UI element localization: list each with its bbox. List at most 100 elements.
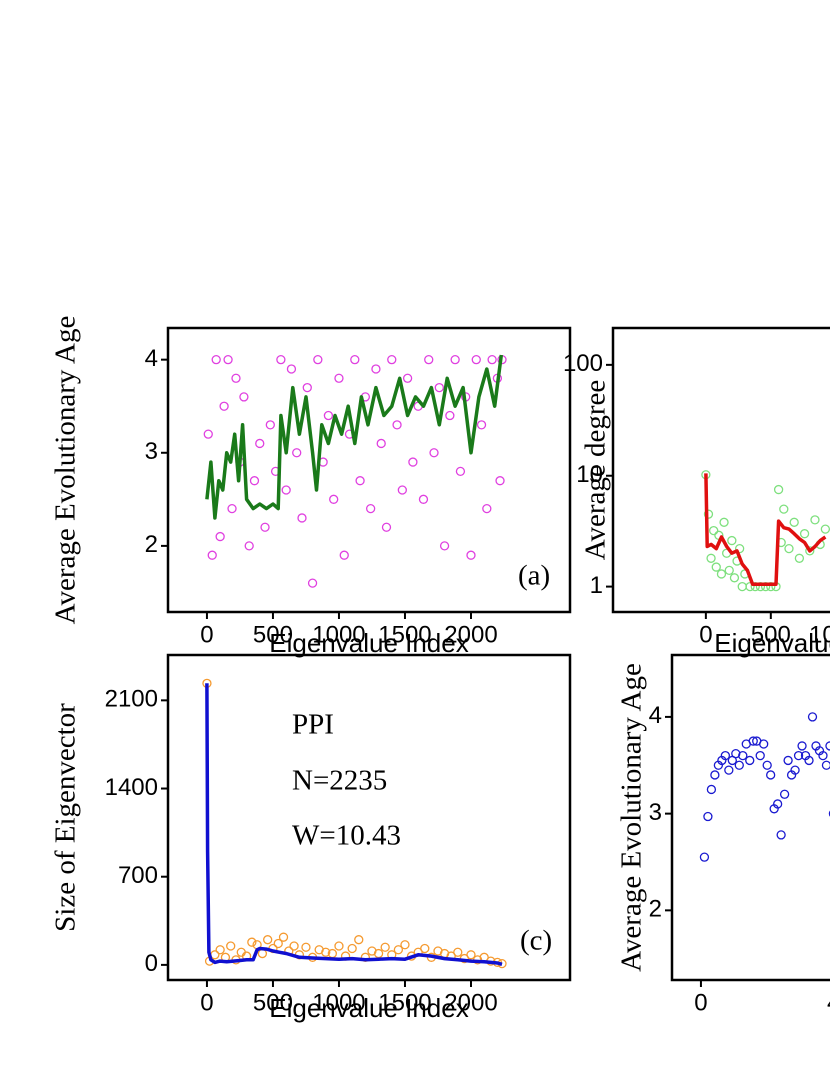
scatter-point <box>738 750 748 761</box>
scatter-point <box>706 784 717 795</box>
scatter-point <box>716 569 727 579</box>
x-tick-label: 0 <box>200 621 213 648</box>
scatter-point <box>779 789 790 799</box>
scatter-point <box>347 943 357 954</box>
panel: 04080234DegreeAverage Evolutionary Age <box>616 653 830 1016</box>
scatter-point <box>278 932 289 942</box>
scatter-point <box>219 401 229 411</box>
panel: 0 500 1000 1 10 100 Eigenvalue Index Average de… <box>563 326 830 658</box>
scatter-point <box>783 755 793 766</box>
scatter-point <box>273 938 283 949</box>
annotation: W=10.43 <box>292 820 401 852</box>
plot-frame <box>166 326 572 614</box>
panel: 0 500 1000 1500 2000 0 700 1400 2100 Eigenvalue I… <box>50 653 572 1023</box>
x-axis-label: Eigenvalue Index <box>269 628 468 658</box>
x-tick-label: 0 <box>699 621 712 648</box>
scatter-point <box>439 541 450 551</box>
y-tick-label: 4 <box>145 345 158 372</box>
x-tick-label: 500 <box>751 621 791 648</box>
x-tick-label: 1000 <box>312 621 365 648</box>
y-tick-label: 3 <box>649 799 662 826</box>
scatter-point <box>797 741 807 751</box>
scatter-point <box>453 947 463 957</box>
scatter-point <box>323 410 334 421</box>
scatter-point <box>376 438 386 449</box>
scatter-point <box>400 940 410 950</box>
scatter-point <box>720 750 730 761</box>
scatter-point <box>334 941 344 951</box>
annotation: PPI <box>292 709 334 741</box>
scatter-point <box>793 750 804 761</box>
x-tick-label: 1000 <box>809 621 830 648</box>
scatter-point <box>350 355 360 365</box>
scatter-point <box>727 535 737 546</box>
y-tick-label: 4 <box>649 702 662 729</box>
scatter-point <box>255 438 265 449</box>
scatter-point <box>371 364 381 374</box>
scatter-point <box>420 943 430 954</box>
scatter-point <box>215 945 225 955</box>
scatter-point <box>321 947 331 957</box>
y-tick-label: 1 <box>590 572 603 599</box>
y-tick-label: 1400 <box>105 774 158 801</box>
scatter-point <box>495 476 505 486</box>
plot-frame <box>611 326 830 614</box>
scatter-point <box>231 373 241 383</box>
y-axis-label: Average Evolutionary Age <box>616 663 648 972</box>
scatter-point <box>804 755 814 766</box>
scatter-point <box>226 941 236 951</box>
scatter-point <box>450 355 460 365</box>
scatter-point <box>729 573 740 583</box>
scatter-point <box>329 494 339 504</box>
scatter-point <box>292 448 302 458</box>
scatter-point <box>703 509 714 519</box>
scatter-point <box>710 770 720 780</box>
scatter-point <box>790 765 800 775</box>
annotation: N=2235 <box>292 765 387 797</box>
scatter-point <box>393 945 404 955</box>
y-axis-label: Average degree <box>580 380 612 561</box>
scatter-point <box>755 750 765 761</box>
x-tick-label: 500 <box>253 621 293 648</box>
scatter-point <box>807 712 818 722</box>
y-tick-label: 3 <box>145 438 158 465</box>
scatter-point <box>215 531 225 542</box>
y-tick-label: 2100 <box>105 686 158 713</box>
scatter-point <box>799 529 810 539</box>
scatter-point <box>334 373 344 383</box>
scatter-point <box>709 525 719 536</box>
scatter-point <box>339 550 349 560</box>
scatter-point <box>825 741 830 751</box>
scatter-point <box>408 457 418 467</box>
scatter-point <box>211 355 221 365</box>
x-tick-label: 40 <box>827 989 830 1016</box>
x-tick-label: 0 <box>694 989 707 1016</box>
scatter-point <box>297 513 307 523</box>
scatter-point <box>466 550 476 560</box>
x-tick-label: 2000 <box>444 989 497 1016</box>
scatter-point <box>286 364 297 374</box>
scatter-point <box>699 852 710 862</box>
annotation: (a) <box>518 560 550 592</box>
scatter-point <box>276 355 286 365</box>
scatter-point <box>313 355 323 365</box>
scatter-point <box>402 373 413 383</box>
x-tick-label: 2000 <box>444 621 497 648</box>
scatter-point <box>805 546 815 556</box>
scatter-point <box>745 755 755 766</box>
scatter-point <box>745 581 755 592</box>
scatter-point <box>759 739 769 749</box>
scatter-point <box>434 382 444 393</box>
scatter-point <box>772 799 783 809</box>
scatter-point <box>766 770 776 780</box>
scatter-point <box>737 581 747 592</box>
scatter-point <box>397 485 407 495</box>
annotation: (c) <box>520 925 552 957</box>
scatter-point <box>239 392 249 402</box>
y-tick-label: 100 <box>563 350 603 377</box>
series-line <box>704 473 827 586</box>
scatter-point <box>354 935 364 945</box>
scatter-point <box>471 355 481 365</box>
